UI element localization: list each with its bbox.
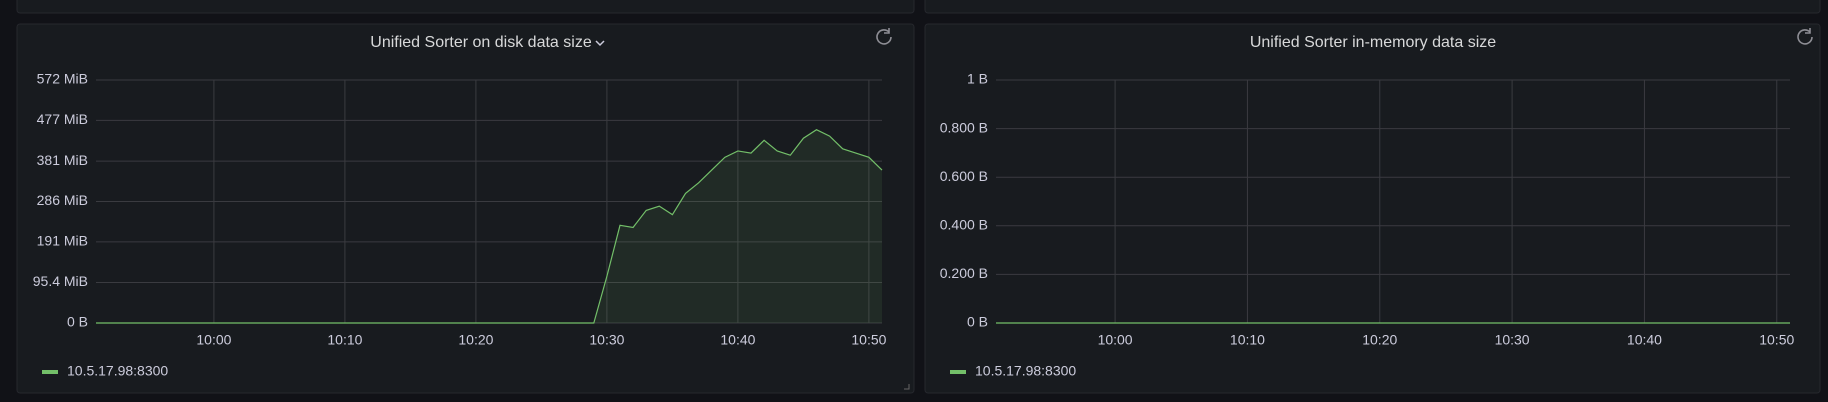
x-tick-label: 10:00 (1098, 332, 1133, 348)
x-tick-label: 10:20 (1362, 332, 1397, 348)
x-tick-label: 10:40 (1627, 332, 1662, 348)
y-tick-label: 95.4 MiB (33, 273, 88, 289)
series-area (96, 129, 882, 323)
x-tick-label: 10:50 (1759, 332, 1794, 348)
x-tick-label: 10:50 (851, 332, 886, 348)
panel (16, 23, 915, 394)
legend-label: 10.5.17.98:8300 (975, 363, 1076, 379)
y-tick-label: 0.400 B (940, 217, 988, 233)
y-tick-label: 1 B (967, 71, 988, 87)
x-tick-label: 10:10 (327, 332, 362, 348)
legend-swatch (42, 370, 58, 374)
y-tick-label: 286 MiB (37, 192, 88, 208)
y-tick-label: 191 MiB (37, 233, 88, 249)
chevron[interactable] (595, 40, 605, 47)
refresh-icon[interactable] (876, 28, 892, 45)
x-tick-label: 10:20 (458, 332, 493, 348)
y-tick-label: 0.200 B (940, 265, 988, 281)
legend-label: 10.5.17.98:8300 (67, 363, 168, 379)
x-tick-label: 10:30 (1495, 332, 1530, 348)
panel-top (924, 0, 1821, 14)
x-tick-label: 10:30 (589, 332, 624, 348)
panel-title[interactable]: Unified Sorter in-memory data size (1250, 34, 1496, 51)
y-tick-label: 0.800 B (940, 119, 988, 135)
y-tick-label: 0 B (67, 314, 88, 330)
y-tick-label: 381 MiB (37, 152, 88, 168)
series-line (96, 129, 883, 324)
x-tick-label: 10:00 (196, 332, 231, 348)
panel-title[interactable]: Unified Sorter on disk data size (370, 34, 592, 51)
refresh-icon[interactable] (1797, 28, 1813, 45)
y-tick-label: 0.600 B (940, 168, 988, 184)
y-tick-label: 572 MiB (37, 71, 88, 87)
y-tick-label: 477 MiB (37, 111, 88, 127)
legend-swatch (950, 370, 966, 374)
resize-handle[interactable] (904, 384, 910, 390)
x-tick-label: 10:10 (1230, 332, 1265, 348)
x-tick-label: 10:40 (720, 332, 755, 348)
y-tick-label: 0 B (967, 314, 988, 330)
panel (924, 23, 1821, 394)
panel-top (16, 0, 915, 14)
